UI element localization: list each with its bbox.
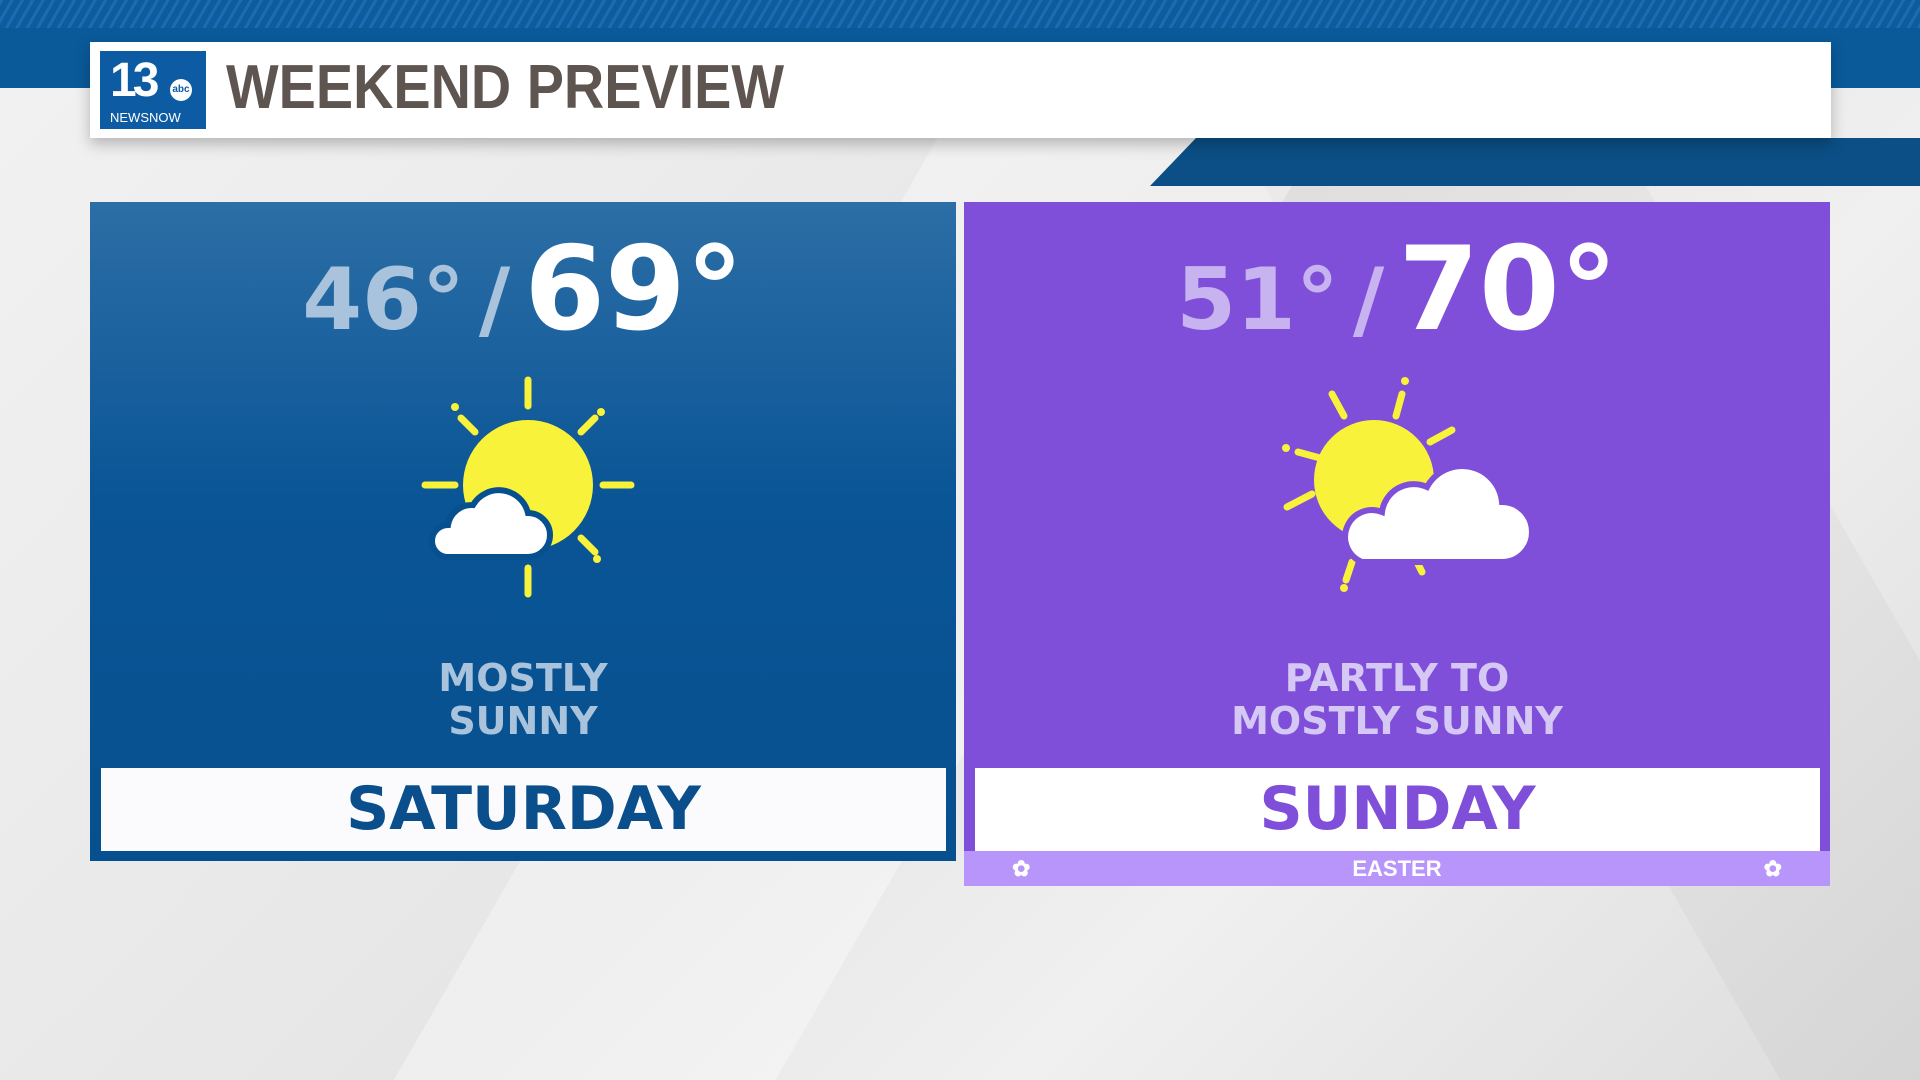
condition: MOSTLY SUNNY (90, 657, 956, 743)
logo-brand: NEWSNOW (110, 110, 181, 125)
condition: PARTLY TO MOSTLY SUNNY (964, 657, 1830, 743)
sun-behind-small-cloud-icon (421, 376, 635, 598)
low-temp: 46° (302, 250, 465, 350)
separator: / (1352, 250, 1385, 350)
condition-line: MOSTLY (438, 656, 608, 700)
condition-line: PARTLY TO (1284, 656, 1510, 700)
day-label: SUNDAY (975, 768, 1820, 851)
station-logo: 13 abc NEWSNOW (100, 51, 206, 129)
forecast-card-sunday: 51°/70° PARTLY TO MOSTLY SUNNY SUNDAY (964, 202, 1830, 861)
page-title: WEEKEND PREVIEW (226, 53, 785, 122)
separator: / (478, 250, 511, 350)
day-label: SATURDAY (101, 768, 946, 851)
low-temp: 51° (1176, 250, 1339, 350)
flower-icon: ✿ (1012, 856, 1031, 881)
holiday-label: EASTER (1352, 856, 1442, 881)
logo-number: 13 (110, 54, 159, 107)
temperatures: 51°/70° (964, 222, 1830, 357)
high-temp: 69° (524, 222, 744, 357)
condition-line: MOSTLY SUNNY (1231, 699, 1563, 743)
header: 13 abc NEWSNOW WEEKEND PREVIEW (90, 42, 1831, 138)
sun-behind-cloud-icon (1282, 377, 1532, 592)
temperatures: 46°/69° (90, 222, 956, 357)
logo-network: abc (170, 79, 192, 101)
stripes (0, 0, 1920, 28)
high-temp: 70° (1398, 222, 1618, 357)
forecast-card-saturday: 46°/69° MOSTLY SUNNY SATURDAY (90, 202, 956, 861)
flower-icon: ✿ (1763, 856, 1782, 881)
accent-bar (1150, 138, 1920, 186)
condition-line: SUNNY (448, 699, 598, 743)
holiday-band: ✿ EASTER ✿ (964, 851, 1830, 886)
